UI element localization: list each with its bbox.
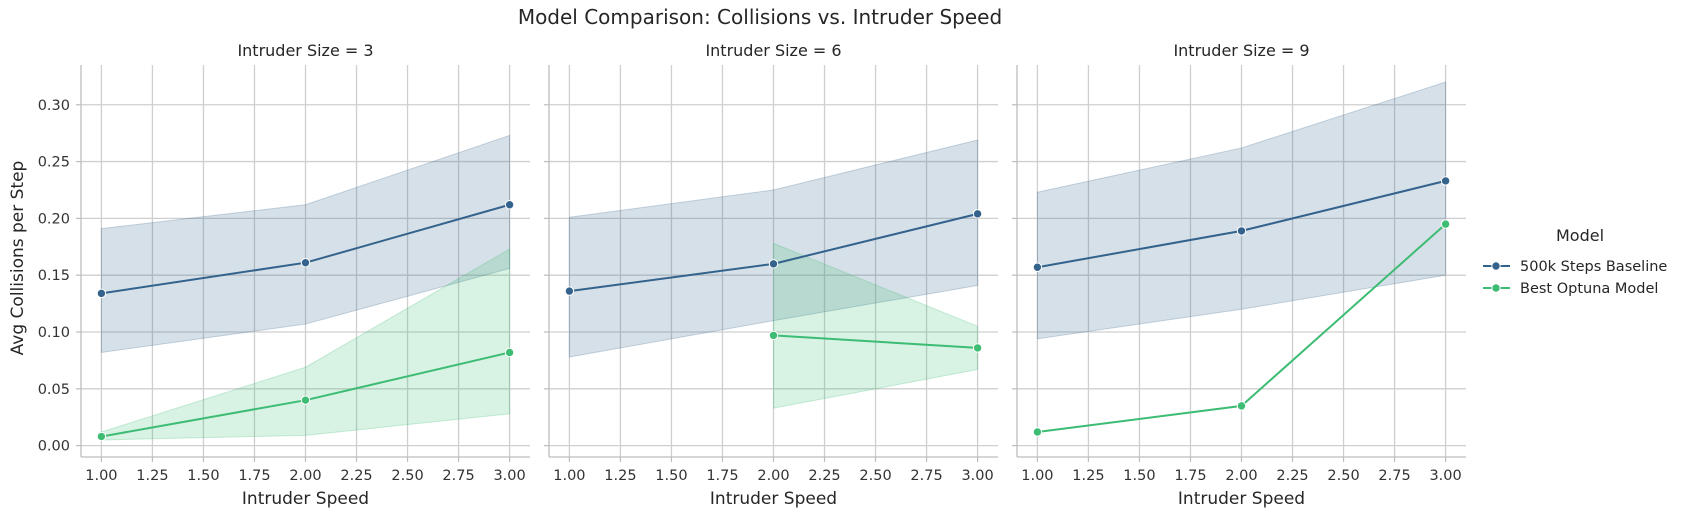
data-point xyxy=(300,258,311,268)
panel-1: Intruder Size = 3 1.00 1.25 1.50 1.75 2.00 2.2… xyxy=(38,41,530,509)
y-tick-label: 0.05 xyxy=(38,382,70,398)
confidence-band xyxy=(1036,81,1447,340)
x-tick-label: 1.25 xyxy=(136,468,168,484)
confidence-band xyxy=(568,139,979,358)
data-point xyxy=(768,259,779,269)
chart-title: Model Comparison: Collisions vs. Intrude… xyxy=(518,5,1002,29)
x-tick-label: 3.00 xyxy=(493,468,525,484)
facet-panels: Intruder Size = 3 1.00 1.25 1.50 1.75 2.00 2.2… xyxy=(38,41,1466,509)
x-tick-label: 2.50 xyxy=(391,468,423,484)
x-tick-label: 2.00 xyxy=(1225,468,1257,484)
x-tick-label: 2.00 xyxy=(289,468,321,484)
x-tick-label: 1.25 xyxy=(604,468,636,484)
legend-swatch-marker xyxy=(1491,283,1501,293)
x-tick-label: 2.50 xyxy=(859,468,891,484)
x-tick-label: 2.75 xyxy=(442,468,474,484)
x-axis-label: Intruder Speed xyxy=(242,489,369,509)
legend-swatch-marker xyxy=(1491,261,1501,271)
x-tick-label: 2.75 xyxy=(910,468,942,484)
x-tick-label: 3.00 xyxy=(961,468,993,484)
x-tick-label: 2.00 xyxy=(757,468,789,484)
y-axis-label: Avg Collisions per Step xyxy=(8,161,28,356)
legend: Model 500k Steps Baseline Best Optuna Mod… xyxy=(1483,226,1667,297)
panel-3: Intruder Size = 9 1.00 1.25 1.50 1.75 2.00 2.2… xyxy=(1012,41,1466,509)
data-point xyxy=(768,330,779,341)
y-tick-label: 0.30 xyxy=(38,98,70,114)
data-point xyxy=(972,209,983,219)
panel-title: Intruder Size = 6 xyxy=(705,41,841,60)
x-tick-label: 2.75 xyxy=(1378,468,1410,484)
series-line xyxy=(773,334,978,349)
data-point xyxy=(300,395,311,405)
x-tick-label: 1.75 xyxy=(238,468,270,484)
data-point xyxy=(1032,262,1043,272)
x-tick-label: 3.00 xyxy=(1429,468,1461,484)
data-point xyxy=(1032,427,1043,437)
x-tick-label: 2.25 xyxy=(808,468,840,484)
x-tick-label: 1.00 xyxy=(1021,468,1053,484)
legend-entry-label: 500k Steps Baseline xyxy=(1520,259,1667,275)
data-point xyxy=(1236,401,1247,411)
legend-title: Model xyxy=(1556,226,1604,245)
y-tick-label: 0.10 xyxy=(38,325,70,341)
confidence-band xyxy=(773,242,979,409)
panel-title: Intruder Size = 9 xyxy=(1173,41,1309,60)
y-tick-label: 0.15 xyxy=(38,268,70,284)
x-tick-label: 1.25 xyxy=(1072,468,1104,484)
y-tick-label: 0.20 xyxy=(38,211,70,227)
x-tick-label: 1.50 xyxy=(1123,468,1155,484)
x-tick-label: 1.00 xyxy=(85,468,117,484)
data-point xyxy=(972,343,983,353)
data-point xyxy=(1440,176,1451,186)
data-point xyxy=(96,431,107,442)
x-tick-label: 2.25 xyxy=(1276,468,1308,484)
data-point xyxy=(504,347,515,358)
data-point xyxy=(1440,219,1451,229)
x-tick-label: 1.50 xyxy=(655,468,687,484)
legend-entry-label: Best Optuna Model xyxy=(1520,281,1658,297)
y-tick-label: 0.00 xyxy=(38,439,70,455)
x-tick-label: 1.75 xyxy=(1174,468,1206,484)
data-point xyxy=(504,200,515,210)
data-point xyxy=(1236,226,1247,236)
x-tick-label: 1.75 xyxy=(706,468,738,484)
panel-2: Intruder Size = 6 1.00 1.25 1.50 1.75 2.00 2.2… xyxy=(544,41,998,509)
data-point xyxy=(96,288,107,299)
x-tick-label: 1.00 xyxy=(553,468,585,484)
x-tick-label: 2.50 xyxy=(1327,468,1359,484)
y-tick-label: 0.25 xyxy=(38,155,70,171)
panel-title: Intruder Size = 3 xyxy=(237,41,373,60)
data-point xyxy=(564,286,575,296)
x-tick-label: 2.25 xyxy=(340,468,372,484)
x-axis-label: Intruder Speed xyxy=(1178,489,1305,509)
x-tick-label: 1.50 xyxy=(187,468,219,484)
x-axis-label: Intruder Speed xyxy=(710,489,837,509)
confidence-band xyxy=(100,134,511,354)
